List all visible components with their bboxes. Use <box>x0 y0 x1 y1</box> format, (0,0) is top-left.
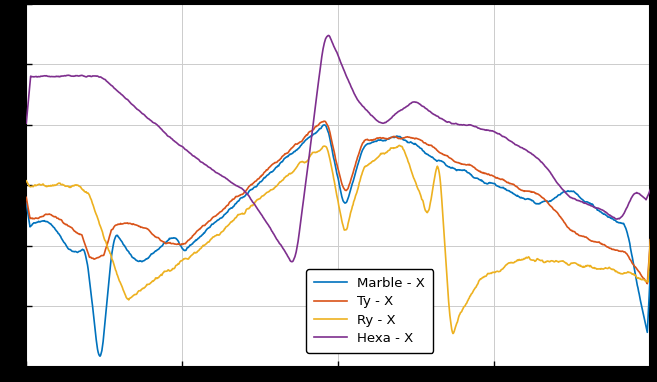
Ry - X <box>275 181 283 186</box>
Ty - X <box>451 160 459 164</box>
Ry - X <box>297 160 305 164</box>
Ry - X <box>449 331 457 336</box>
Hexa - X <box>288 259 296 264</box>
Ty - X <box>646 237 654 242</box>
Ty - X <box>22 195 30 200</box>
Line: Ry - X: Ry - X <box>26 146 650 333</box>
Hexa - X <box>86 74 94 78</box>
Ry - X <box>396 143 403 148</box>
Hexa - X <box>298 210 306 215</box>
Legend: Marble - X, Ty - X, Ry - X, Hexa - X: Marble - X, Ty - X, Ry - X, Hexa - X <box>306 269 433 353</box>
Ry - X <box>452 323 460 327</box>
Marble - X <box>321 123 328 127</box>
Ry - X <box>522 256 530 261</box>
Hexa - X <box>522 147 530 152</box>
Ry - X <box>86 195 94 199</box>
Marble - X <box>275 162 283 167</box>
Marble - X <box>510 192 518 196</box>
Ty - X <box>275 158 283 163</box>
Hexa - X <box>510 141 518 146</box>
Marble - X <box>86 282 94 287</box>
Ty - X <box>510 182 518 186</box>
Ry - X <box>510 260 518 265</box>
Hexa - X <box>275 240 283 244</box>
Ty - X <box>86 255 94 260</box>
Hexa - X <box>325 33 332 38</box>
Marble - X <box>22 201 30 206</box>
Hexa - X <box>22 121 30 125</box>
Ry - X <box>22 178 30 183</box>
Line: Hexa - X: Hexa - X <box>26 36 650 262</box>
Marble - X <box>452 168 460 172</box>
Marble - X <box>522 197 530 202</box>
Marble - X <box>646 269 654 274</box>
Marble - X <box>96 354 104 358</box>
Ty - X <box>643 282 651 286</box>
Ty - X <box>321 119 328 123</box>
Marble - X <box>298 142 306 147</box>
Hexa - X <box>646 187 654 192</box>
Ty - X <box>521 189 529 193</box>
Hexa - X <box>452 121 460 126</box>
Line: Ty - X: Ty - X <box>26 121 650 284</box>
Line: Marble - X: Marble - X <box>26 125 650 356</box>
Ry - X <box>646 238 654 242</box>
Ty - X <box>297 139 305 144</box>
